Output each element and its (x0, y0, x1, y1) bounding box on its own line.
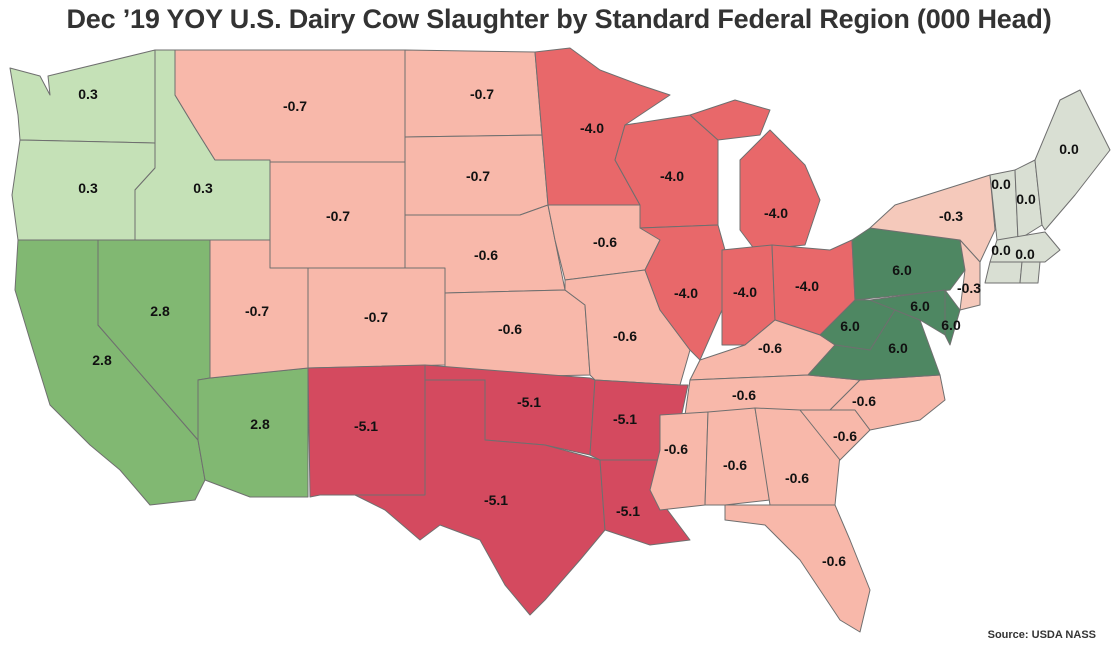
label-MA: 0.0 (991, 242, 1011, 258)
label-SC: -0.6 (833, 428, 857, 444)
label-CO: -0.7 (364, 309, 388, 325)
state-MA[interactable] (989, 231, 1061, 263)
label-TN: -0.6 (732, 387, 756, 403)
label-NH: 0.0 (1016, 191, 1036, 207)
state-MI[interactable] (689, 99, 821, 251)
label-SD: -0.7 (466, 168, 490, 184)
label-VT: 0.0 (991, 176, 1011, 192)
label-AR: -5.1 (613, 411, 637, 427)
label-AL: -0.6 (723, 457, 747, 473)
label-WA: 0.3 (78, 86, 98, 102)
label-ME: 0.0 (1059, 141, 1079, 157)
label-NC: -0.6 (852, 393, 876, 409)
label-NM: -5.1 (354, 418, 378, 434)
state-RI[interactable] (1019, 261, 1041, 284)
state-TX[interactable] (354, 379, 606, 616)
label-OH: -4.0 (795, 278, 819, 294)
label-KY: -0.6 (758, 340, 782, 356)
label-LA: -5.1 (616, 503, 640, 519)
label-WI: -4.0 (660, 168, 684, 184)
label-PA: 6.0 (892, 262, 912, 278)
source-note: Source: USDA NASS (987, 629, 1096, 641)
label-OR: 0.3 (78, 180, 98, 196)
label-UT: -0.7 (245, 303, 269, 319)
label-FL: -0.6 (822, 553, 846, 569)
label-NV: 2.8 (150, 303, 170, 319)
label-MT: -0.7 (283, 98, 307, 114)
label-TX: -5.1 (484, 492, 508, 508)
state-AL[interactable] (704, 407, 771, 506)
label-CT: 0.0 (1015, 246, 1035, 262)
state-DE[interactable] (944, 289, 961, 346)
label-NY: -0.3 (939, 208, 963, 224)
label-DE: 6.0 (941, 317, 961, 333)
label-OK: -5.1 (517, 394, 541, 410)
label-NE: -0.6 (474, 247, 498, 263)
label-WV: 6.0 (840, 318, 860, 334)
label-ND: -0.7 (470, 86, 494, 102)
state-AZ[interactable] (197, 367, 309, 498)
state-MD[interactable] (869, 289, 946, 336)
label-MO: -0.6 (613, 328, 637, 344)
state-IL[interactable] (639, 224, 726, 361)
label-GA: -0.6 (785, 470, 809, 486)
label-IA: -0.6 (593, 234, 617, 250)
label-CA: 2.8 (92, 352, 112, 368)
label-MI: -4.0 (764, 205, 788, 221)
label-WY: -0.7 (326, 208, 350, 224)
label-ID: 0.3 (193, 180, 213, 196)
label-NJ: -0.3 (957, 280, 981, 296)
map-title: Dec ’19 YOY U.S. Dairy Cow Slaughter by … (66, 4, 1052, 34)
label-KS: -0.6 (498, 321, 522, 337)
label-IN: -4.0 (733, 284, 757, 300)
state-NJ[interactable] (959, 239, 981, 311)
label-MS: -0.6 (664, 441, 688, 457)
state-CT[interactable] (984, 261, 1023, 284)
label-VA: 6.0 (888, 340, 908, 356)
label-MD: 6.0 (910, 298, 930, 314)
label-MN: -4.0 (580, 120, 604, 136)
label-AZ: 2.8 (250, 416, 270, 432)
state-ME[interactable] (1034, 89, 1111, 231)
state-FL[interactable] (724, 504, 871, 633)
label-IL: -4.0 (674, 285, 698, 301)
